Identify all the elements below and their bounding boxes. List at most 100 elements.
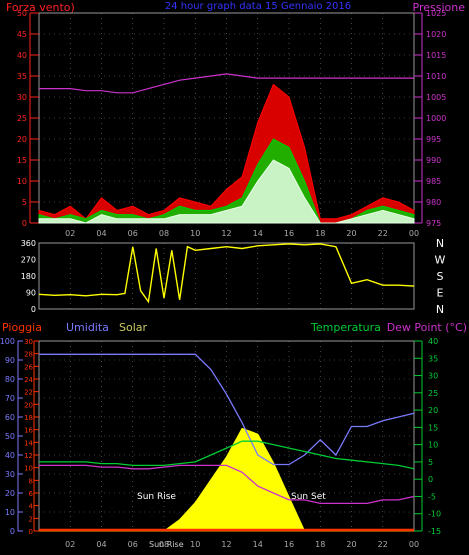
- rain-tick-label: 20: [24, 401, 33, 409]
- x-tick-label: 20: [346, 540, 356, 549]
- direction-tick-label: 360: [21, 239, 36, 248]
- pressure-tick-label: 975: [426, 219, 441, 228]
- pressure-line: [39, 73, 414, 94]
- humidity-tick-label: 60: [5, 413, 15, 422]
- humidity-label: Umidita: [66, 321, 109, 334]
- wind-panel-title: 24 hour graph data 15 Gennaio 2016: [165, 1, 351, 12]
- rain-tick-label: 22: [24, 389, 33, 397]
- wind-panel-grid: [39, 13, 414, 223]
- wind-tick-label: 40: [17, 51, 27, 60]
- pressure-y-axis-right: 975 980 985 990 995 1000 1005 1010 1015 1020 1025: [414, 9, 446, 228]
- x-tick-label: 04: [96, 540, 106, 549]
- x-tick-label: 08: [159, 229, 169, 238]
- rain-tick-label: 6: [29, 490, 34, 498]
- temp-tick-label: 25: [428, 389, 438, 398]
- rain-tick-label: 2: [29, 515, 33, 523]
- pressure-tick-label: 1020: [426, 30, 446, 39]
- wind-x-axis: 02 04 06 08 10 12 14 16 18 20 22 00: [65, 229, 419, 238]
- wind-right-label: Pressione: [413, 1, 466, 14]
- pressure-tick-label: 985: [426, 177, 441, 186]
- temperature-line: [39, 440, 415, 470]
- direction-tick-label: 180: [21, 272, 36, 281]
- humidity-tick-label: 80: [5, 375, 15, 384]
- direction-tick-label: 270: [21, 256, 36, 265]
- temp-tick-label: 35: [428, 354, 438, 363]
- temp-tick-label: 5: [428, 458, 433, 467]
- humidity-line: [39, 353, 415, 466]
- rain-label: Pioggia: [2, 321, 42, 334]
- humidity-tick-label: 40: [5, 451, 15, 460]
- x-tick-label: 06: [128, 540, 138, 549]
- compass-label: N: [436, 303, 444, 316]
- wind-tick-label: 5: [22, 198, 27, 207]
- x-tick-label: 04: [96, 229, 106, 238]
- x-tick-label: 12: [221, 540, 231, 549]
- direction-panel-grid: [69, 243, 384, 309]
- x-tick-label: 18: [315, 229, 325, 238]
- pressure-tick-label: 995: [426, 135, 441, 144]
- climate-series: [39, 353, 415, 532]
- rain-tick-label: 16: [24, 427, 33, 435]
- humidity-tick-label: 0: [10, 527, 15, 536]
- sun-set-annotation: Sun Set: [291, 492, 326, 502]
- solar-label: Solar: [119, 321, 148, 334]
- x-tick-label: 22: [378, 229, 388, 238]
- humidity-tick-label: 50: [5, 432, 15, 441]
- temp-tick-label: 40: [428, 337, 438, 346]
- rain-tick-label: 30: [24, 338, 33, 346]
- temp-tick-label: 20: [428, 406, 438, 415]
- compass-label: E: [437, 287, 444, 300]
- wind-tick-label: 50: [17, 9, 27, 18]
- humidity-tick-label: 70: [5, 394, 15, 403]
- rain-tick-label: 8: [29, 477, 33, 485]
- wind-tick-label: 35: [17, 72, 27, 81]
- humidity-tick-label: 90: [5, 356, 15, 365]
- dewpoint-line: [39, 464, 415, 505]
- x-tick-label: 22: [378, 540, 388, 549]
- wind-avg-line: [38, 159, 415, 224]
- wind-tick-label: 20: [17, 135, 27, 144]
- wind-tick-label: 45: [17, 30, 27, 39]
- x-tick-label: 16: [284, 229, 294, 238]
- rain-tick-label: 18: [24, 414, 33, 422]
- x-tick-label: 18: [315, 540, 325, 549]
- climate-x-axis: 02 04 06 08 10 12 14 16 18 20 22 00: [65, 540, 419, 549]
- pressure-tick-label: 1010: [426, 72, 446, 81]
- temperature-y-axis: -15 -10 -5 0 5 10 15 20 25 30 35 40: [414, 337, 441, 536]
- direction-series: [38, 243, 415, 304]
- x-tick-label: 14: [253, 540, 263, 549]
- temp-tick-label: -5: [428, 492, 436, 501]
- direction-tick-label: 0: [31, 305, 36, 314]
- wind-y-axis-left: 0 5 10 15 20 25 30 35 40 45 50: [17, 9, 39, 228]
- compass-label: N: [436, 237, 444, 250]
- x-tick-label: 16: [284, 540, 294, 549]
- rain-tick-label: 10: [24, 465, 33, 473]
- wind-tick-label: 10: [17, 177, 27, 186]
- x-tick-label: 20: [346, 229, 356, 238]
- pressure-tick-label: 980: [426, 198, 441, 207]
- rain-tick-label: 26: [24, 363, 33, 371]
- rain-tick-label: 14: [24, 439, 33, 447]
- x-tick-label: 02: [65, 229, 75, 238]
- x-tick-label: 10: [190, 540, 200, 549]
- temp-tick-label: 15: [428, 423, 438, 432]
- wind-tick-label: 30: [17, 93, 27, 102]
- wind-series: [38, 73, 415, 224]
- x-tick-label: 00: [409, 229, 419, 238]
- wind-left-label: Forza vento): [6, 1, 75, 14]
- x-tick-label: 14: [253, 229, 263, 238]
- sun-rise-annotation-2: Sun Rise: [149, 540, 184, 549]
- wind-tick-label: 0: [22, 219, 27, 228]
- pressure-tick-label: 1015: [426, 51, 446, 60]
- compass-label: W: [435, 254, 446, 267]
- temp-tick-label: -15: [428, 527, 441, 536]
- x-tick-label: 06: [128, 229, 138, 238]
- temperature-label: Temperatura: [310, 321, 381, 334]
- x-tick-label: 00: [409, 540, 419, 549]
- sun-rise-annotation: Sun Rise: [137, 492, 176, 502]
- pressure-tick-label: 1000: [426, 114, 446, 123]
- temp-tick-label: 30: [428, 372, 438, 381]
